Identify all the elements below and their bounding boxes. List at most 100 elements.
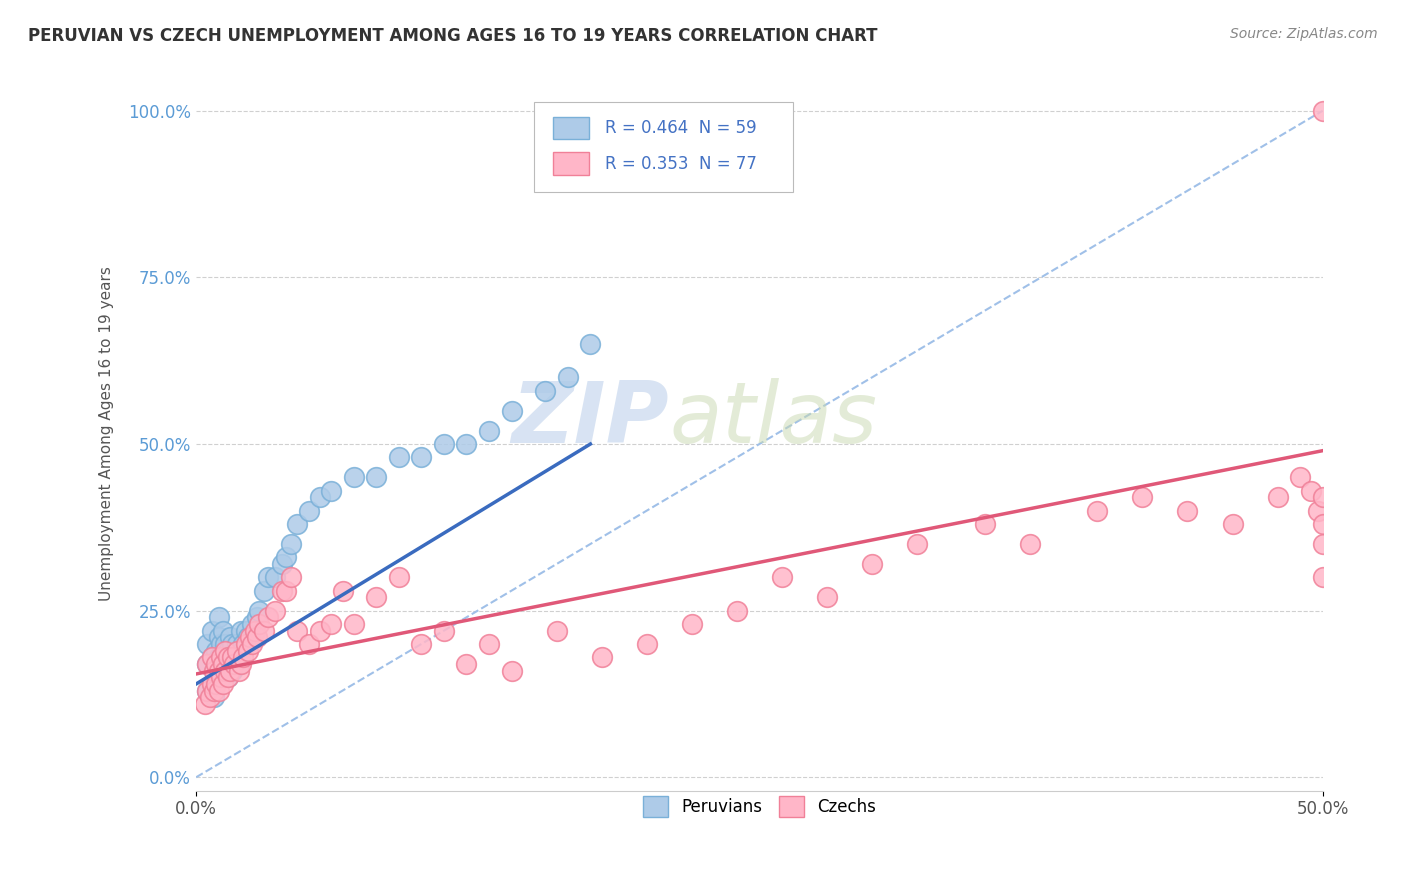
Point	[246, 630, 269, 644]
Point	[411, 637, 433, 651]
Point	[208, 650, 231, 665]
Point	[456, 657, 478, 671]
Point	[388, 570, 411, 584]
FancyBboxPatch shape	[553, 153, 589, 175]
Point	[433, 437, 456, 451]
Point	[366, 591, 388, 605]
Point	[219, 657, 242, 671]
Point	[309, 491, 332, 505]
Point	[1177, 503, 1199, 517]
Point	[557, 370, 579, 384]
Point	[579, 337, 602, 351]
Point	[280, 537, 302, 551]
Point	[201, 650, 224, 665]
Point	[298, 503, 321, 517]
Point	[591, 650, 613, 665]
Point	[198, 690, 221, 705]
Point	[212, 670, 235, 684]
Point	[195, 657, 218, 671]
Text: R = 0.353  N = 77: R = 0.353 N = 77	[605, 154, 756, 173]
Point	[201, 677, 224, 691]
Point	[388, 450, 411, 465]
Point	[224, 650, 246, 665]
FancyBboxPatch shape	[553, 117, 589, 139]
Point	[1312, 491, 1334, 505]
Point	[217, 670, 239, 684]
Point	[209, 650, 232, 665]
Point	[202, 690, 225, 705]
Text: R = 0.464  N = 59: R = 0.464 N = 59	[605, 119, 756, 137]
Point	[309, 624, 332, 638]
Point	[270, 557, 292, 571]
Text: ZIP: ZIP	[512, 378, 669, 461]
Point	[208, 664, 231, 678]
Point	[636, 637, 658, 651]
Point	[212, 624, 235, 638]
Y-axis label: Unemployment Among Ages 16 to 19 years: Unemployment Among Ages 16 to 19 years	[100, 267, 114, 601]
Point	[1132, 491, 1154, 505]
Point	[433, 624, 456, 638]
Point	[228, 664, 250, 678]
Point	[212, 657, 235, 671]
Point	[501, 403, 523, 417]
Point	[478, 424, 501, 438]
Point	[770, 570, 793, 584]
Point	[209, 664, 232, 678]
Point	[212, 650, 235, 665]
Point	[534, 384, 557, 398]
Point	[546, 624, 568, 638]
Point	[217, 643, 239, 657]
Point	[860, 557, 883, 571]
Point	[224, 657, 246, 671]
Point	[208, 630, 231, 644]
Point	[209, 670, 232, 684]
Point	[208, 610, 231, 624]
Point	[366, 470, 388, 484]
Point	[217, 650, 239, 665]
Point	[205, 677, 228, 691]
Point	[247, 617, 270, 632]
Point	[195, 637, 218, 651]
Point	[1267, 491, 1289, 505]
Point	[195, 657, 218, 671]
Point	[242, 617, 264, 632]
Point	[1289, 470, 1312, 484]
Point	[201, 650, 224, 665]
Point	[212, 677, 235, 691]
Point	[280, 570, 302, 584]
Point	[1312, 103, 1334, 118]
Point	[202, 664, 225, 678]
Point	[287, 624, 309, 638]
Point	[195, 683, 218, 698]
Text: atlas: atlas	[669, 378, 877, 461]
Point	[231, 624, 253, 638]
Point	[236, 630, 259, 644]
Point	[298, 637, 321, 651]
Point	[1018, 537, 1040, 551]
Point	[236, 643, 259, 657]
Point	[1312, 516, 1334, 531]
Point	[242, 637, 264, 651]
Point	[221, 637, 243, 651]
Point	[478, 637, 501, 651]
Text: PERUVIAN VS CZECH UNEMPLOYMENT AMONG AGES 16 TO 19 YEARS CORRELATION CHART: PERUVIAN VS CZECH UNEMPLOYMENT AMONG AGE…	[28, 27, 877, 45]
Point	[1222, 516, 1244, 531]
Point	[201, 624, 224, 638]
Point	[264, 570, 287, 584]
Point	[264, 604, 287, 618]
Point	[276, 550, 298, 565]
Point	[209, 637, 232, 651]
Point	[253, 583, 276, 598]
Point	[905, 537, 928, 551]
Point	[214, 664, 236, 678]
Point	[1312, 537, 1334, 551]
Point	[202, 683, 225, 698]
Point	[243, 624, 266, 638]
Point	[411, 450, 433, 465]
Point	[257, 570, 280, 584]
Point	[270, 583, 292, 598]
Point	[232, 650, 254, 665]
Point	[214, 657, 236, 671]
Point	[214, 643, 236, 657]
Point	[246, 610, 269, 624]
